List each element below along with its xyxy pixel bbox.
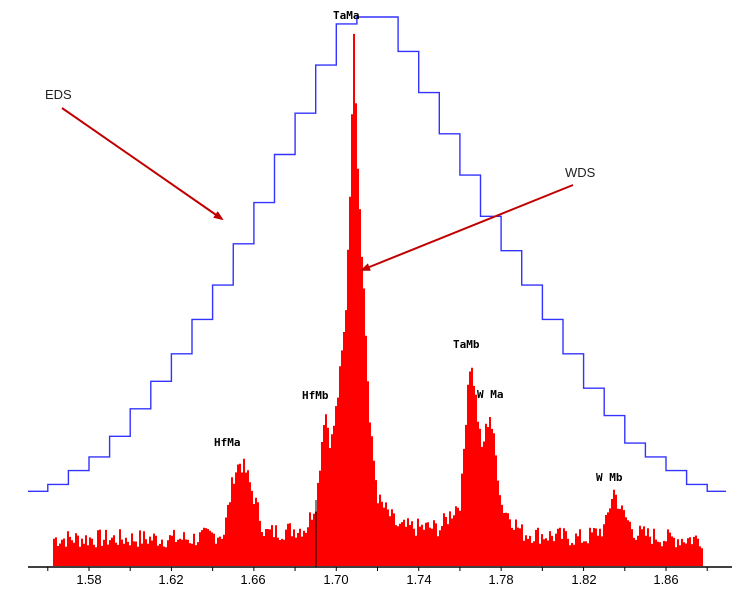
x-axis: 1.58 1.62 1.66 1.70 1.74 1.78 1.82 1.86 <box>28 566 732 587</box>
wds-annotation: WDS <box>565 165 596 180</box>
peak-label-wma: W Ma <box>477 388 504 401</box>
x-tick-label: 1.86 <box>653 572 678 587</box>
x-tick-label: 1.66 <box>240 572 265 587</box>
peak-label-hfma: HfMa <box>214 436 241 449</box>
x-tick-label: 1.58 <box>76 572 101 587</box>
x-tick-label: 1.82 <box>571 572 596 587</box>
peak-label-tama: TaMa <box>333 9 360 22</box>
peak-label-tamb: TaMb <box>453 338 480 351</box>
wds-series <box>53 33 703 567</box>
eds-series <box>28 16 726 492</box>
peak-label-wmb: W Mb <box>596 471 623 484</box>
eds-arrow-icon <box>61 107 224 221</box>
eds-annotation: EDS <box>45 87 72 102</box>
x-tick-label: 1.62 <box>158 572 183 587</box>
x-tick-label: 1.78 <box>488 572 513 587</box>
peak-labels: TaMa HfMa HfMb TaMb W Ma W Mb <box>214 9 623 484</box>
x-tick-label: 1.74 <box>406 572 431 587</box>
x-tick-label: 1.70 <box>323 572 348 587</box>
peak-label-hfmb: HfMb <box>302 389 329 402</box>
wds-arrow-icon <box>360 184 574 271</box>
annotations: EDS WDS <box>45 87 596 271</box>
